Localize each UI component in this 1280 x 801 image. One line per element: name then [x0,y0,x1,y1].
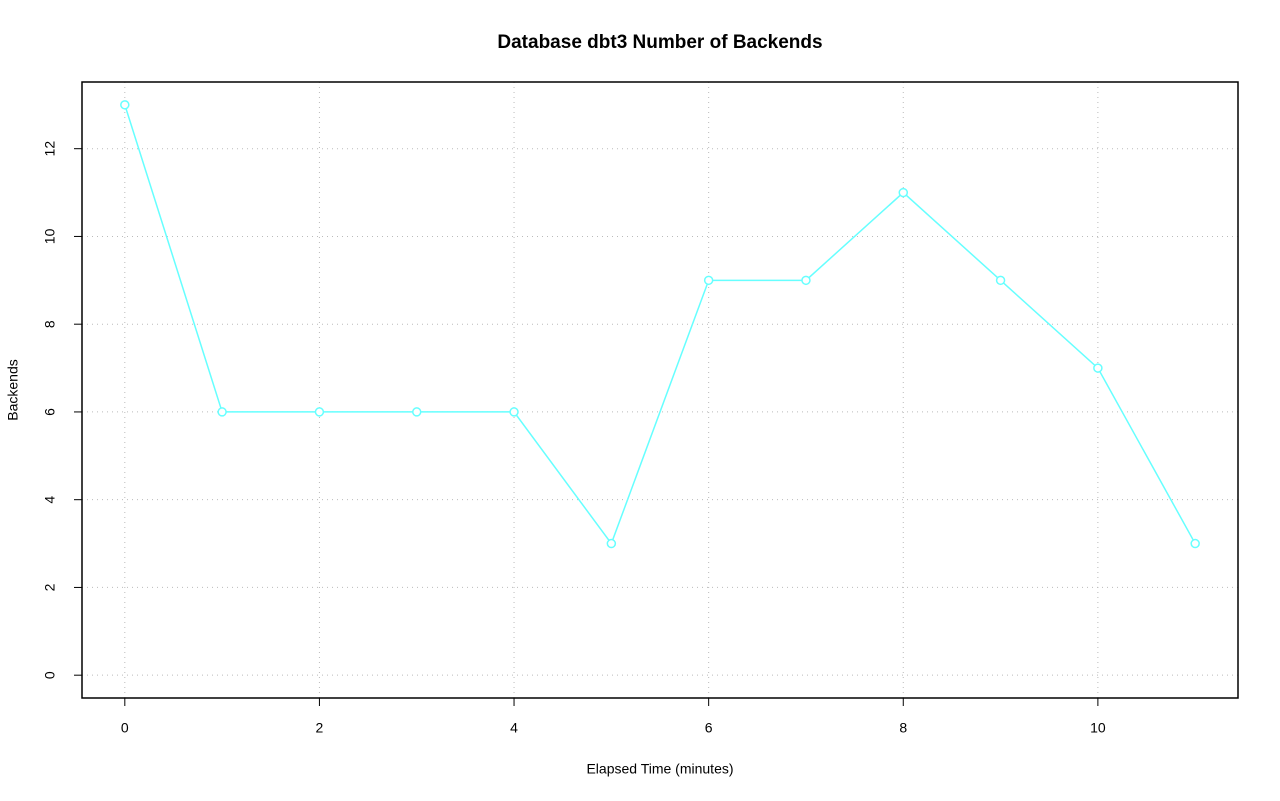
y-tick-label: 2 [42,583,58,591]
data-point [801,275,811,286]
plot-frame [81,81,1239,699]
x-tick-label: 6 [705,720,713,736]
data-point [703,275,714,286]
data-point [411,407,422,417]
y-tick-label: 0 [42,671,58,679]
x-axis-label: Elapsed Time (minutes) [586,761,733,777]
data-point [1093,363,1103,373]
y-tick-label: 4 [42,496,58,504]
data-line [124,104,1196,546]
x-tick-label: 2 [316,720,324,736]
x-tick-label: 0 [121,720,129,736]
x-tick-label: 8 [899,720,907,736]
data-point [1190,538,1200,549]
x-tick-label: 4 [510,720,518,736]
x-tick-label: 10 [1090,720,1106,736]
y-tick-label: 6 [42,408,58,416]
data-point [509,407,519,417]
data-point [217,407,227,417]
data-point [898,187,909,198]
y-tick-label: 12 [42,141,58,157]
y-tick-label: 10 [42,228,58,244]
data-point [120,100,130,110]
y-axis-label: Backends [5,359,21,420]
data-point [995,275,1006,286]
chart-title: Database dbt3 Number of Backends [497,32,822,53]
data-point [606,538,617,549]
y-tick-label: 8 [42,320,58,328]
data-point [314,407,325,417]
